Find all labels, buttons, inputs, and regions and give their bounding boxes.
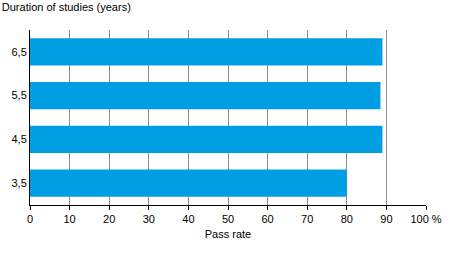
svg-text:5,5: 5,5 — [12, 89, 27, 101]
svg-text:Duration of studies (years): Duration of studies (years) — [2, 1, 131, 13]
svg-text:50: 50 — [222, 213, 234, 225]
svg-text:3,5: 3,5 — [12, 177, 27, 189]
svg-text:80: 80 — [341, 213, 353, 225]
svg-text:10: 10 — [63, 213, 75, 225]
svg-text:90: 90 — [380, 213, 392, 225]
svg-text:0: 0 — [27, 213, 33, 225]
svg-text:6,5: 6,5 — [12, 46, 27, 58]
svg-text:20: 20 — [103, 213, 115, 225]
svg-text:70: 70 — [301, 213, 313, 225]
svg-text:4,5: 4,5 — [12, 133, 27, 145]
svg-text:30: 30 — [143, 213, 155, 225]
svg-text:60: 60 — [261, 213, 273, 225]
svg-text:40: 40 — [182, 213, 194, 225]
svg-text:100 %: 100 % — [410, 213, 441, 225]
svg-text:Pass rate: Pass rate — [205, 228, 251, 240]
